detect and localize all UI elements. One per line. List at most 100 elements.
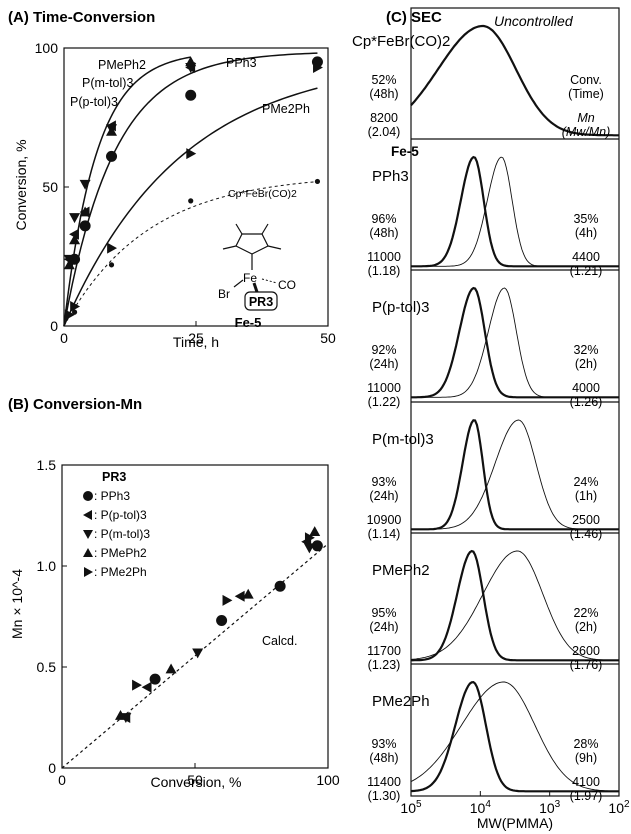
sec-left-conversion: 93%: [371, 737, 396, 751]
panel-a-point: [107, 242, 118, 254]
sec-left-conversion: 96%: [371, 212, 396, 226]
pr3-label: PR3: [249, 295, 273, 309]
sec-ligand-label: P(p-tol)3: [372, 299, 430, 316]
sec-left-pdi: (2.04): [368, 125, 401, 139]
sec-right-pdi: (1.76): [570, 658, 603, 672]
legend-entry-pme2ph: : PMe2Ph: [94, 565, 147, 579]
panel-b-legend: PR3 : PPh3 : P(p-tol)3 : P(m-tol)3 : PMe…: [83, 470, 150, 579]
panel-b-point: [149, 673, 161, 685]
panel-a-xtick-label: 50: [320, 330, 336, 346]
panel-b-ytick-label: 1.0: [37, 558, 57, 574]
fit-curve-fast: [63, 56, 191, 327]
sec-left-mn: 11400: [367, 775, 401, 789]
panel-b-xtick-label: 50: [187, 772, 203, 788]
fe5-name: Fe-5: [235, 315, 262, 330]
sec-right-pdi: (1.97): [570, 789, 603, 803]
legend-entry-pmeph2: : PMePh2: [94, 546, 147, 560]
panel-c-xtick-label: 105: [400, 799, 422, 816]
panel-b-conversion-mn: (B) Conversion-Mn 0 50 100 0 0.5 1.0 1.5 Conve…: [8, 396, 340, 790]
panel-a-point: [108, 262, 115, 268]
panel-a-xtick-label: 25: [188, 330, 204, 346]
panel-b-title: (B) Conversion-Mn: [8, 396, 142, 413]
panel-a-point: [186, 148, 197, 160]
sec-trace-early: [410, 681, 619, 792]
legend-title: PR3: [102, 470, 126, 484]
sec-right-pdi: (1.21): [570, 264, 603, 278]
sec-trace-final: [410, 680, 619, 793]
sec-right-time: (Time): [568, 87, 604, 101]
sec-ligand-label: P(m-tol)3: [372, 431, 434, 448]
panel-b-point: [274, 580, 286, 592]
legend-marker: [83, 491, 93, 501]
fe5-structure: Fe Br CO PR3 Fe-5: [218, 223, 296, 330]
sec-left-pdi: (1.23): [368, 658, 401, 672]
sec-left-mn: 11700: [367, 644, 401, 658]
sec-ligand-label: PMe2Ph: [372, 693, 430, 710]
panel-c-title: (C) SEC: [386, 9, 442, 26]
sec-right-mn: 2500: [572, 513, 600, 527]
panel-b-ylabel: Mn × 10^-4: [9, 569, 25, 639]
panel-a-point: [64, 309, 75, 321]
sec-ligand-label: PMePh2: [372, 562, 430, 579]
panel-b-point: [303, 543, 315, 554]
panel-a-ylabel: Conversion, %: [13, 139, 29, 230]
panel-b-point: [311, 540, 323, 552]
legend-entry-pptol3: : P(p-tol)3: [94, 508, 147, 522]
panel-a-point: [71, 309, 78, 315]
panel-c-sec: (C) SEC 105 104 103 102 Cp*FeBr(CO)2 Uncontr…: [352, 7, 630, 831]
panel-b-point: [132, 679, 142, 691]
sec-left-time: (48h): [369, 87, 398, 101]
panel-b-point: [234, 590, 245, 602]
sec-ligand-label: Cp*FeBr(CO)2: [352, 33, 450, 50]
sec-left-mn: 8200: [370, 111, 398, 125]
sec-left-mn: 10900: [367, 513, 402, 527]
sec-left-pdi: (1.14): [368, 527, 401, 541]
panel-b-xtick-label: 100: [316, 772, 340, 788]
legend-marker: [83, 510, 92, 520]
panel-b-point: [309, 526, 321, 537]
co-ligand-label: CO: [278, 278, 296, 292]
sec-left-pdi: (1.30): [368, 789, 401, 803]
sec-right-time: (4h): [575, 226, 597, 240]
panel-a-point: [79, 179, 91, 190]
sec-trace-early: [410, 550, 619, 661]
legend-marker: [84, 567, 93, 577]
sec-right-time: (2h): [575, 620, 597, 634]
sec-right-mn: 2600: [572, 644, 600, 658]
panel-b-ytick-label: 0.5: [37, 659, 57, 675]
panel-b-xtick-label: 0: [58, 772, 66, 788]
curve-label-pme2ph: PMe2Ph: [262, 102, 310, 116]
fe-co-bond: [261, 278, 278, 284]
sec-right-pdi: (1.26): [570, 395, 603, 409]
panel-c-xtick-label: 104: [470, 799, 492, 816]
sec-right-conversion: Conv.: [570, 73, 602, 87]
panel-b-point: [115, 709, 127, 720]
sec-right-time: (9h): [575, 751, 597, 765]
sec-right-conversion: 22%: [573, 606, 598, 620]
panel-a-point: [188, 198, 194, 204]
panel-b-point: [304, 532, 315, 544]
sec-trace-early: [411, 287, 619, 398]
sec-right-mn: 4000: [572, 381, 600, 395]
panel-c-xlabel: MW(PMMA): [477, 815, 553, 831]
panel-a-point: [69, 228, 79, 240]
panel-a-point: [185, 56, 197, 67]
curve-label-pph3: PPh3: [226, 56, 257, 70]
sec-trace-early: [411, 156, 619, 267]
curve-label-pmeph2: PMePh2: [98, 58, 146, 72]
panel-a-xlabel: Time, h: [173, 334, 219, 350]
panel-b-point: [165, 663, 177, 674]
sec-right-time: (1h): [575, 489, 597, 503]
panel-b-point: [216, 615, 228, 627]
fit-curve-pme2ph: [63, 87, 318, 327]
panel-b-xlabel: Conversion, %: [150, 774, 241, 790]
sec-right-mn: 4400: [572, 250, 600, 264]
panel-a-point: [69, 234, 81, 245]
fe5-header: Fe-5: [391, 144, 419, 159]
sec-left-mn: 11000: [367, 250, 401, 264]
fe-atom-label: Fe: [243, 271, 257, 285]
panel-b-ytick-label: 1.5: [37, 457, 57, 473]
sec-trace-early: [411, 419, 619, 530]
